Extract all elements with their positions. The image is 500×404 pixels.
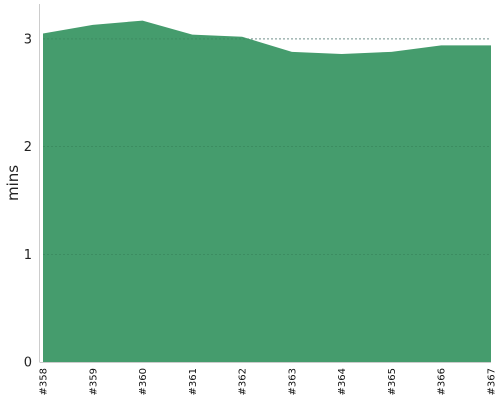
y-tick-labels: 0 1 2 3: [24, 32, 32, 370]
x-tick-label-364: #364: [337, 368, 348, 395]
x-tick-labels: #358 #359 #360 #361 #362 #363 #364 #365 #366 #367: [39, 368, 498, 395]
y-tick-label-0: 0: [24, 356, 32, 371]
x-tick-label-360: #360: [138, 368, 149, 395]
area-fill: [43, 20, 491, 362]
y-tick-label-2: 2: [24, 140, 32, 155]
x-tick-label-365: #365: [387, 368, 398, 395]
x-tick-label-361: #361: [188, 368, 199, 395]
x-tick-label-366: #366: [437, 368, 448, 395]
x-tick-label-363: #363: [287, 368, 298, 395]
y-tick-label-1: 1: [24, 248, 32, 263]
x-tick-label-358: #358: [39, 368, 50, 395]
axes: [39, 4, 491, 363]
grid-overlay: [43, 38, 491, 255]
y-axis-label: mins: [4, 165, 22, 201]
x-tick-label-359: #359: [88, 368, 99, 395]
y-tick-label-3: 3: [24, 32, 32, 47]
x-tick-label-362: #362: [238, 368, 249, 395]
x-tick-label-367: #367: [487, 368, 498, 395]
area-series: [43, 20, 491, 362]
